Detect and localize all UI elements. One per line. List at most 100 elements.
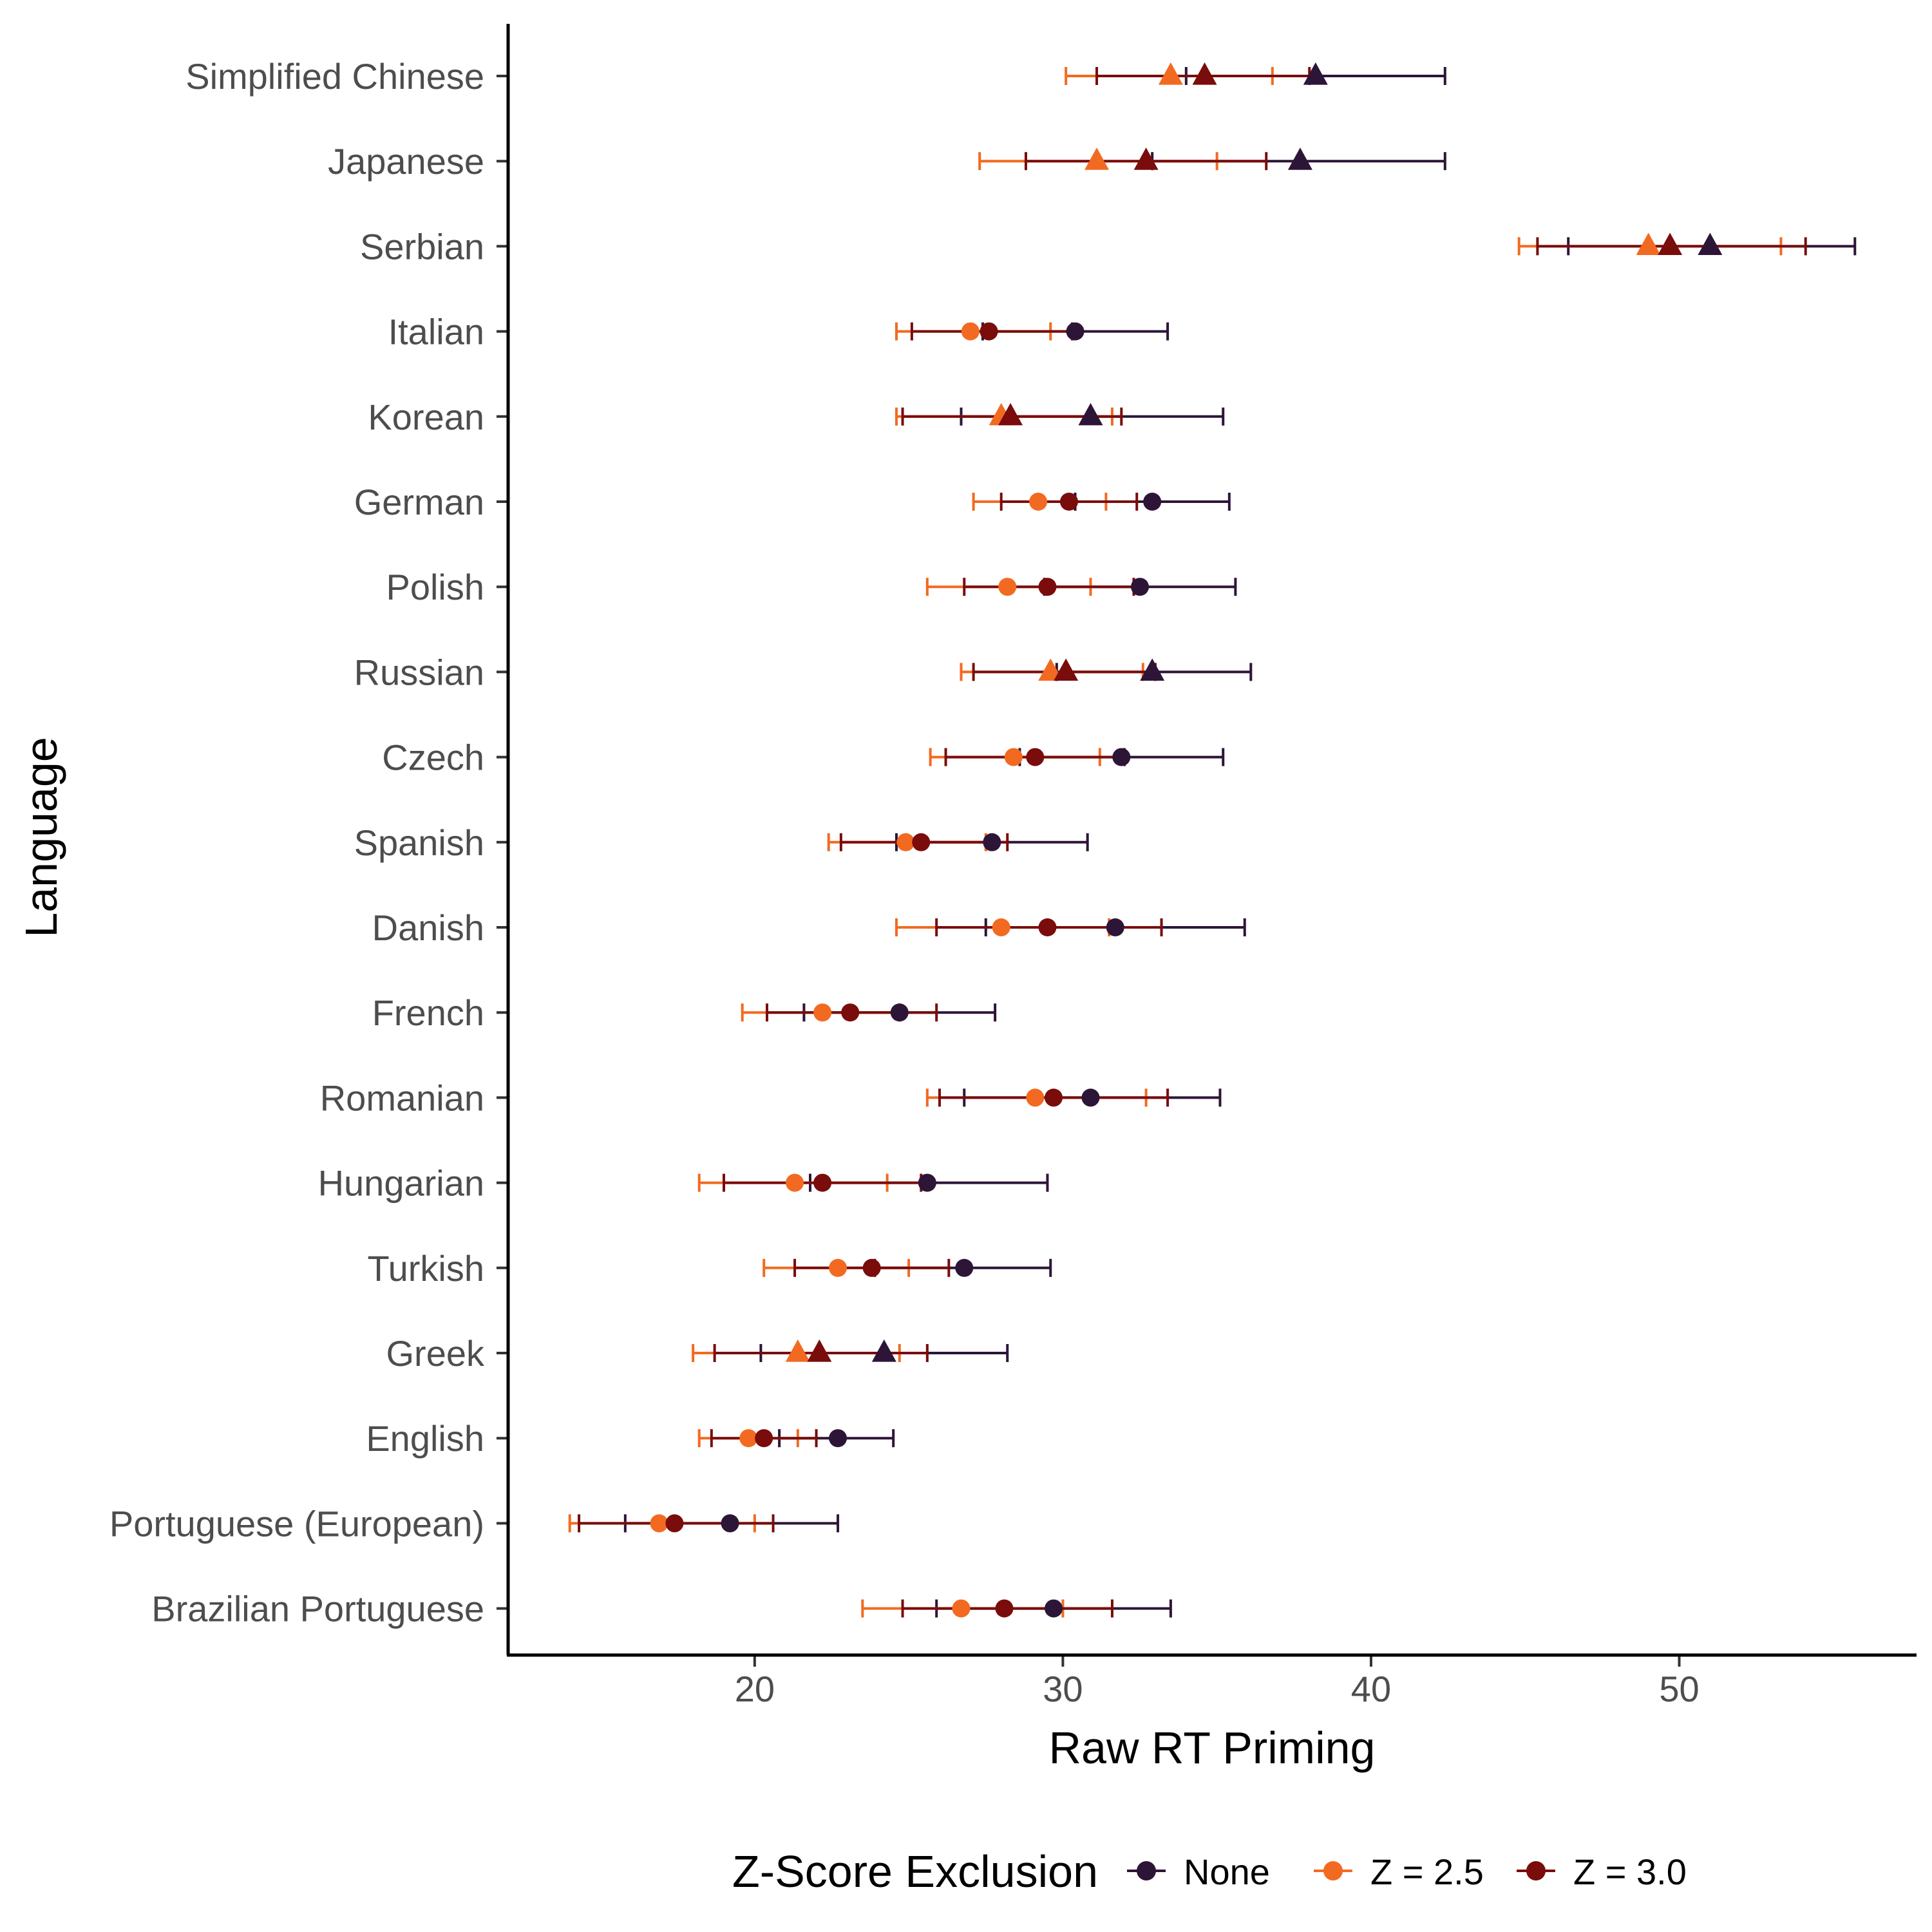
x-axis-title: Raw RT Priming (1049, 1723, 1376, 1773)
point-hungarian-z-3-0 (813, 1173, 832, 1192)
point-english-z-3-0 (755, 1429, 773, 1448)
row-czech (929, 748, 1225, 766)
legend-title: Z-Score Exclusion (732, 1846, 1098, 1897)
point-romanian-z-2-5 (1026, 1088, 1045, 1107)
y-tick-label-hungarian: Hungarian (318, 1163, 484, 1204)
y-axis-title: Language (16, 737, 66, 937)
legend-label-none: None (1184, 1852, 1270, 1892)
point-italian-z-2-5 (961, 322, 980, 341)
y-tick-label-italian: Italian (388, 312, 484, 352)
legend-item-z-3-0: Z = 3.0 (1517, 1852, 1687, 1892)
y-tick-label-greek: Greek (386, 1333, 485, 1374)
point-italian-z-3-0 (980, 322, 998, 341)
point-japanese-z-3-0 (1133, 147, 1159, 170)
legend-key-marker-none (1137, 1861, 1156, 1880)
point-portuguese-european-z-2-5 (650, 1514, 668, 1533)
point-polish-z-3-0 (1038, 578, 1057, 596)
point-portuguese-european-none (721, 1514, 739, 1533)
point-serbian-z-3-0 (1658, 232, 1683, 255)
point-russian-none (1140, 658, 1165, 681)
row-greek (692, 1339, 1009, 1362)
point-french-z-2-5 (813, 1003, 832, 1022)
point-simplified-chinese-z-2-5 (1158, 62, 1183, 85)
point-turkish-none (955, 1258, 974, 1277)
x-tick-label-20: 20 (735, 1669, 775, 1709)
point-greek-z-3-0 (807, 1339, 832, 1362)
point-spanish-none (983, 833, 1001, 851)
point-japanese-none (1287, 147, 1312, 170)
row-russian (960, 658, 1253, 681)
marks-layer (568, 62, 1857, 1618)
row-hungarian (697, 1173, 1049, 1192)
point-english-none (829, 1429, 848, 1448)
y-tick-label-english: English (366, 1418, 484, 1459)
point-simplified-chinese-none (1303, 62, 1328, 85)
row-german (972, 493, 1231, 511)
y-tick-label-japanese: Japanese (328, 141, 484, 182)
legend: Z-Score Exclusion None Z = 2.5 Z = 3.0 (732, 1846, 1687, 1897)
legend-key-marker-z-2-5 (1323, 1861, 1343, 1880)
point-danish-z-2-5 (992, 918, 1010, 936)
point-brazilian-portuguese-none (1045, 1599, 1063, 1618)
point-brazilian-portuguese-z-3-0 (995, 1599, 1014, 1618)
point-czech-none (1112, 748, 1131, 766)
point-spanish-z-2-5 (896, 833, 915, 851)
point-simplified-chinese-z-3-0 (1192, 62, 1217, 85)
y-tick-label-korean: Korean (368, 397, 484, 437)
legend-label-z-3-0: Z = 3.0 (1573, 1852, 1687, 1892)
point-russian-z-3-0 (1054, 658, 1079, 681)
row-brazilian-portuguese (861, 1599, 1172, 1618)
x-tick-label-50: 50 (1659, 1669, 1699, 1709)
row-danish (895, 918, 1246, 936)
point-spanish-z-3-0 (912, 833, 931, 851)
row-romanian (925, 1088, 1222, 1107)
row-serbian (1517, 232, 1857, 256)
row-french (741, 1003, 997, 1022)
y-tick-label-czech: Czech (382, 737, 484, 778)
row-korean (895, 402, 1225, 426)
legend-item-z-2-5: Z = 2.5 (1314, 1852, 1484, 1892)
point-danish-z-3-0 (1038, 918, 1057, 936)
y-tick-label-turkish: Turkish (367, 1248, 484, 1289)
row-simplified-chinese (1065, 62, 1446, 85)
point-romanian-z-3-0 (1045, 1088, 1063, 1107)
point-hungarian-z-2-5 (786, 1173, 804, 1192)
y-tick-label-romanian: Romanian (320, 1077, 484, 1118)
point-german-none (1143, 493, 1162, 511)
point-japanese-z-2-5 (1084, 147, 1110, 170)
row-turkish (762, 1258, 1052, 1277)
point-turkish-z-3-0 (862, 1258, 881, 1277)
y-tick-label-german: German (354, 482, 484, 522)
point-brazilian-portuguese-z-2-5 (952, 1599, 971, 1618)
legend-label-z-2-5: Z = 2.5 (1370, 1852, 1484, 1892)
y-tick-label-simplified-chinese: Simplified Chinese (185, 56, 484, 97)
y-tick-label-brazilian-portuguese: Brazilian Portuguese (151, 1589, 484, 1629)
point-polish-z-2-5 (998, 578, 1017, 596)
point-greek-z-2-5 (785, 1339, 810, 1362)
legend-item-none: None (1127, 1852, 1270, 1892)
point-serbian-z-2-5 (1636, 232, 1661, 255)
legend-items: None Z = 2.5 Z = 3.0 (1127, 1852, 1687, 1892)
point-russian-z-2-5 (1038, 658, 1063, 681)
row-portuguese-european (568, 1514, 840, 1533)
point-english-z-2-5 (739, 1429, 758, 1448)
row-japanese (978, 147, 1446, 171)
y-tick-label-french: French (372, 992, 484, 1033)
row-spanish (827, 833, 1089, 851)
point-korean-z-3-0 (998, 402, 1023, 426)
x-tick-labels: 20 30 40 50 (735, 1655, 1700, 1709)
point-polish-none (1131, 578, 1150, 596)
y-tick-label-polish: Polish (386, 567, 484, 607)
row-polish (925, 578, 1237, 596)
row-english (697, 1429, 895, 1448)
point-french-z-3-0 (841, 1003, 860, 1022)
point-german-z-3-0 (1059, 493, 1078, 511)
point-french-none (890, 1003, 909, 1022)
point-czech-z-3-0 (1026, 748, 1045, 766)
y-tick-labels: Simplified Chinese Japanese Serbian Italian… (109, 56, 508, 1629)
point-czech-z-2-5 (1004, 748, 1023, 766)
y-tick-label-russian: Russian (354, 652, 484, 692)
legend-key-marker-z-3-0 (1526, 1861, 1546, 1880)
